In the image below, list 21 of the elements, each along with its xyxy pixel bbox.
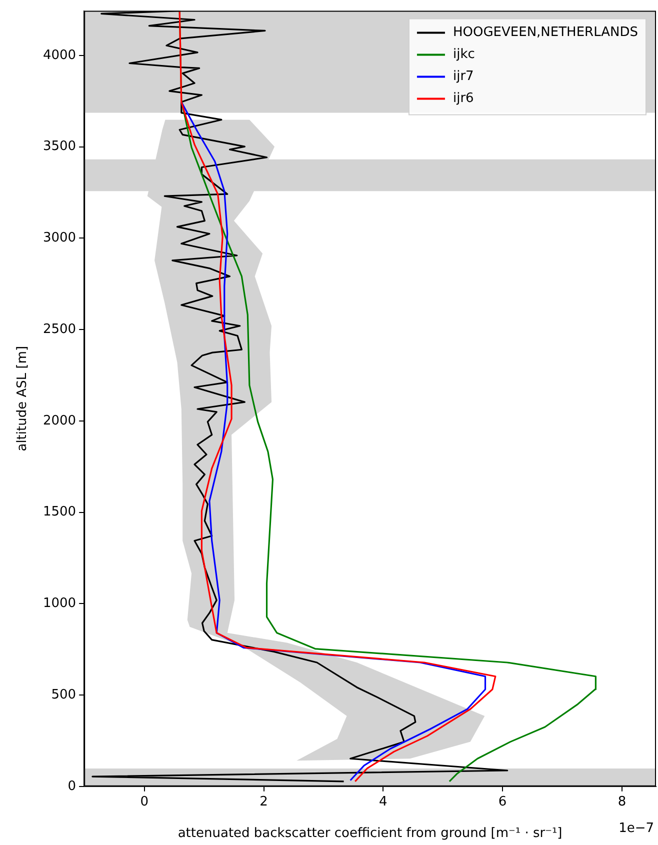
y-tick-label: 500	[51, 687, 76, 702]
y-tick-label: 2000	[42, 413, 76, 428]
text: 1e−7	[618, 821, 654, 836]
y-tick-label: 1500	[42, 504, 76, 520]
y-tick-label: 4000	[42, 48, 76, 63]
legend-label: ijkc	[452, 47, 475, 62]
x-tick-label: 2	[260, 794, 268, 810]
y-axis-title: altitude ASL [m]	[15, 346, 30, 452]
legend-label: HOOGEVEEN,NETHERLANDS	[452, 25, 638, 40]
x-tick-label: 4	[379, 794, 388, 810]
y-tick-label: 0	[68, 778, 76, 794]
x-axis-title: attenuated backscatter coefficient from ground [m⁻¹ · sr⁻¹]	[178, 826, 562, 841]
y-tick-label: 1000	[42, 596, 76, 612]
y-tick-label: 3000	[42, 230, 76, 246]
legend-label: ijr7	[452, 69, 474, 84]
x-tick-label: 6	[498, 794, 507, 810]
y-tick-label: 2500	[42, 322, 76, 337]
x-tick-label: 0	[140, 794, 149, 810]
x-tick-label: 8	[618, 794, 626, 810]
y-tick-label: 3500	[42, 139, 76, 154]
legend-label: ijr6	[452, 91, 474, 106]
